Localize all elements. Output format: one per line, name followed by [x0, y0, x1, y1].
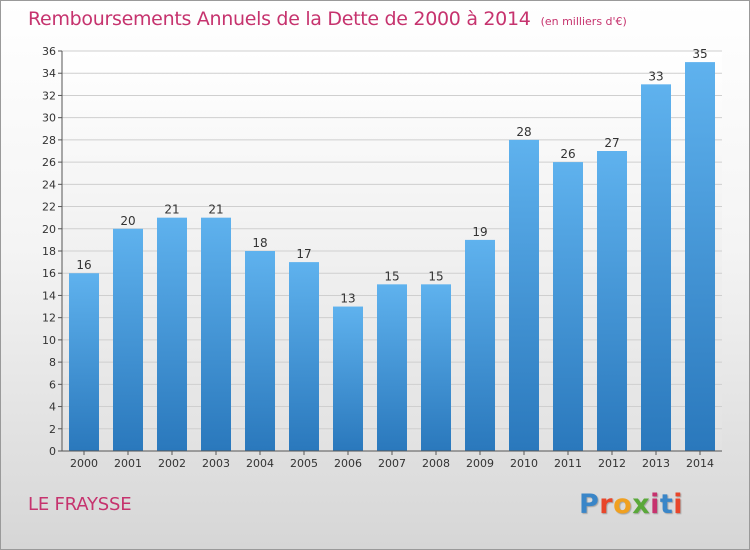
data-label-2002: 21 [164, 203, 179, 217]
y-tick-label: 32 [42, 89, 56, 102]
logo-letter: P [579, 489, 600, 520]
x-tick-label-2009: 2009 [466, 457, 494, 470]
data-label-2006: 13 [340, 292, 355, 306]
data-label-2014: 35 [692, 47, 707, 61]
y-tick-label: 8 [49, 356, 56, 369]
data-label-2005: 17 [296, 247, 311, 261]
data-labels: 16 20 21 21 18 17 13 15 15 19 28 26 27 33 35 [76, 47, 707, 305]
bar-2002 [157, 217, 187, 451]
x-tick-label-2012: 2012 [598, 457, 626, 470]
bar-2004 [245, 251, 275, 451]
bar-2010 [509, 139, 539, 451]
y-tick-label: 10 [42, 334, 56, 347]
y-tick-label: 28 [42, 134, 56, 147]
data-label-2011: 26 [560, 147, 575, 161]
y-tick-label: 26 [42, 156, 56, 169]
bar-2007 [377, 284, 407, 451]
x-tick-label-2001: 2001 [114, 457, 142, 470]
x-tick-label-2014: 2014 [686, 457, 714, 470]
y-tick-label: 16 [42, 267, 56, 280]
data-label-2013: 33 [648, 69, 663, 83]
x-tick-label-2003: 2003 [202, 457, 230, 470]
chart-subtitle: (en milliers d'€) [540, 15, 627, 28]
logo-letter: i [650, 489, 660, 520]
y-tick-label: 24 [42, 178, 56, 191]
x-tick-label-2000: 2000 [70, 457, 98, 470]
x-axis: 2000 2001 2002 2003 2004 2005 2006 2007 2008 2009… [62, 450, 722, 470]
bar-2005 [289, 262, 319, 451]
y-tick-label: 30 [42, 112, 56, 125]
x-tick-label-2007: 2007 [378, 457, 406, 470]
y-tick-label: 22 [42, 201, 56, 214]
logo-letter: o [613, 489, 633, 520]
x-tick-label-2006: 2006 [334, 457, 362, 470]
x-tick-label-2011: 2011 [554, 457, 582, 470]
y-tick-label: 6 [49, 378, 56, 391]
data-label-2001: 20 [120, 214, 135, 228]
data-label-2008: 15 [428, 269, 443, 283]
y-tick-label: 12 [42, 312, 56, 325]
bar-2001 [113, 228, 143, 451]
data-label-2003: 21 [208, 203, 223, 217]
data-label-2012: 27 [604, 136, 619, 150]
x-tick-label-2005: 2005 [290, 457, 318, 470]
proxiti-logo[interactable]: Proxiti [579, 489, 683, 520]
bar-2014 [685, 62, 715, 451]
y-tick-label: 14 [42, 289, 56, 302]
x-tick-label-2002: 2002 [158, 457, 186, 470]
logo-letter: r [599, 489, 614, 520]
y-tick-label: 18 [42, 245, 56, 258]
bar-2000 [69, 273, 99, 451]
bar-2003 [201, 217, 231, 451]
bar-2008 [421, 284, 451, 451]
logo-letter: x [632, 489, 651, 520]
y-tick-label: 34 [42, 67, 56, 80]
commune-name: LE FRAYSSE [28, 494, 132, 515]
y-tick-label: 4 [49, 401, 56, 414]
data-label-2004: 18 [252, 236, 267, 250]
bar-2012 [597, 151, 627, 451]
y-tick-label: 2 [49, 423, 56, 436]
data-label-2009: 19 [472, 225, 487, 239]
chart-title-text: Remboursements Annuels de la Dette de 20… [28, 8, 531, 30]
chart-title: Remboursements Annuels de la Dette de 20… [28, 8, 627, 30]
bars [69, 62, 715, 451]
data-label-2000: 16 [76, 258, 91, 272]
x-tick-label-2010: 2010 [510, 457, 538, 470]
data-label-2007: 15 [384, 269, 399, 283]
bar-2009 [465, 239, 495, 451]
bar-2013 [641, 84, 671, 451]
logo-letter: t [659, 489, 674, 520]
y-tick-label: 0 [49, 445, 56, 458]
bar-2011 [553, 162, 583, 451]
x-tick-label-2013: 2013 [642, 457, 670, 470]
x-tick-label-2004: 2004 [246, 457, 274, 470]
bar-2006 [333, 306, 363, 451]
logo-letter: i [673, 489, 684, 520]
y-tick-label: 20 [42, 223, 56, 236]
x-tick-label-2008: 2008 [422, 457, 450, 470]
y-tick-label: 36 [42, 45, 56, 58]
data-label-2010: 28 [516, 125, 531, 139]
